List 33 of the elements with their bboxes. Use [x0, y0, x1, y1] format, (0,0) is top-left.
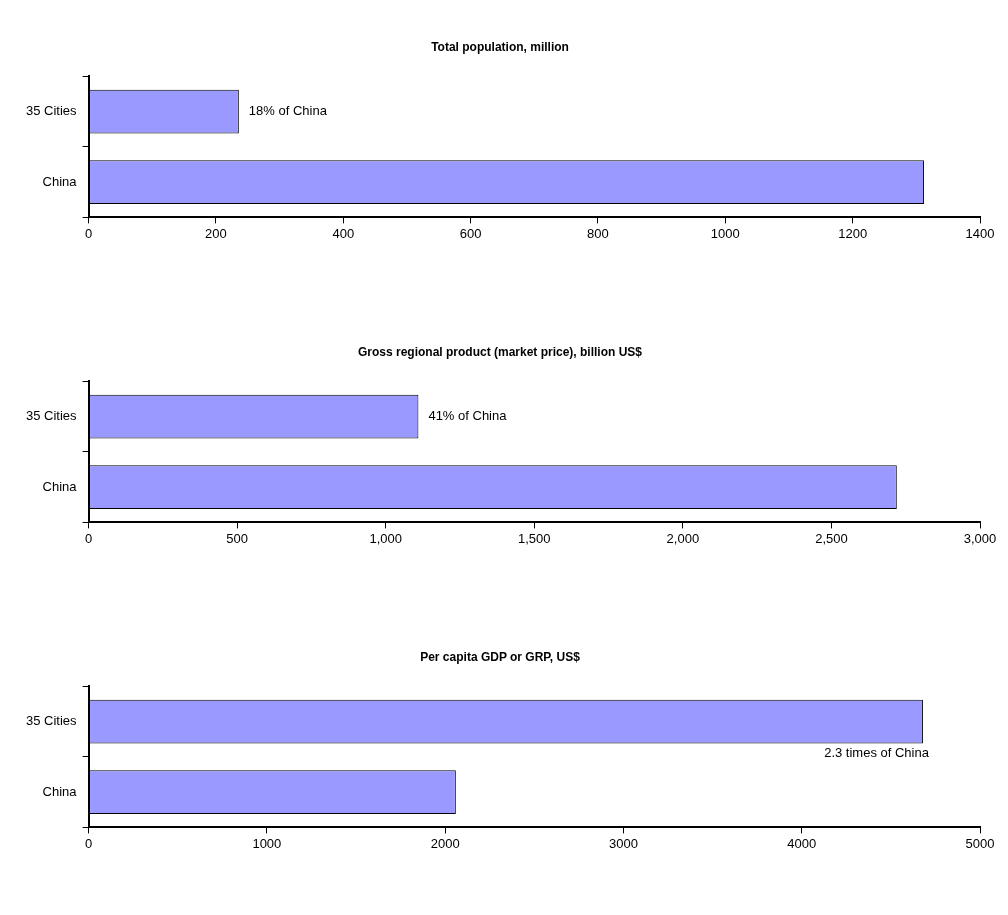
x-tick-label: 200 — [205, 225, 227, 241]
x-tick-label: 1,000 — [369, 530, 402, 546]
y-tick-label: 35 Cities — [26, 103, 78, 119]
y-tick-label: China — [42, 478, 78, 494]
x-tick-label: 2,500 — [815, 530, 848, 546]
x-tick-label: 4000 — [787, 835, 817, 851]
x-tick-label: 1000 — [710, 225, 740, 241]
x-tick-label: 1400 — [965, 225, 995, 241]
x-tick-label: 0 — [84, 530, 93, 546]
x-tick-label: 1000 — [252, 835, 282, 851]
x-tick-label: 3000 — [608, 835, 638, 851]
annotation: 41% of China — [428, 408, 508, 424]
x-tick-label: 0 — [84, 835, 93, 851]
chart-title: Total population, million — [431, 39, 569, 54]
x-tick-label: 1,500 — [518, 530, 551, 546]
x-tick-label: 400 — [332, 225, 355, 241]
x-tick-label: 600 — [459, 225, 482, 241]
chart-title: Per capita GDP or GRP, US$ — [420, 649, 581, 664]
x-tick-label: 800 — [587, 225, 609, 241]
annotation: 18% of China — [248, 103, 328, 119]
chart-title: Gross regional product (market price), billion US$ — [357, 344, 643, 359]
x-tick-label: 1200 — [838, 225, 868, 241]
y-tick-label: 35 Cities — [26, 713, 78, 729]
x-tick-label: 5000 — [965, 835, 995, 851]
x-tick-label: 2000 — [430, 835, 460, 851]
x-tick-label: 3,000 — [963, 530, 997, 546]
y-tick-label: China — [42, 173, 78, 189]
y-tick-label: China — [42, 783, 78, 799]
x-tick-label: 500 — [226, 530, 248, 546]
x-tick-label: 0 — [84, 225, 93, 241]
x-tick-label: 2,000 — [666, 530, 700, 546]
annotation: 2.3 times of China — [824, 744, 930, 760]
y-tick-label: 35 Cities — [26, 408, 78, 424]
